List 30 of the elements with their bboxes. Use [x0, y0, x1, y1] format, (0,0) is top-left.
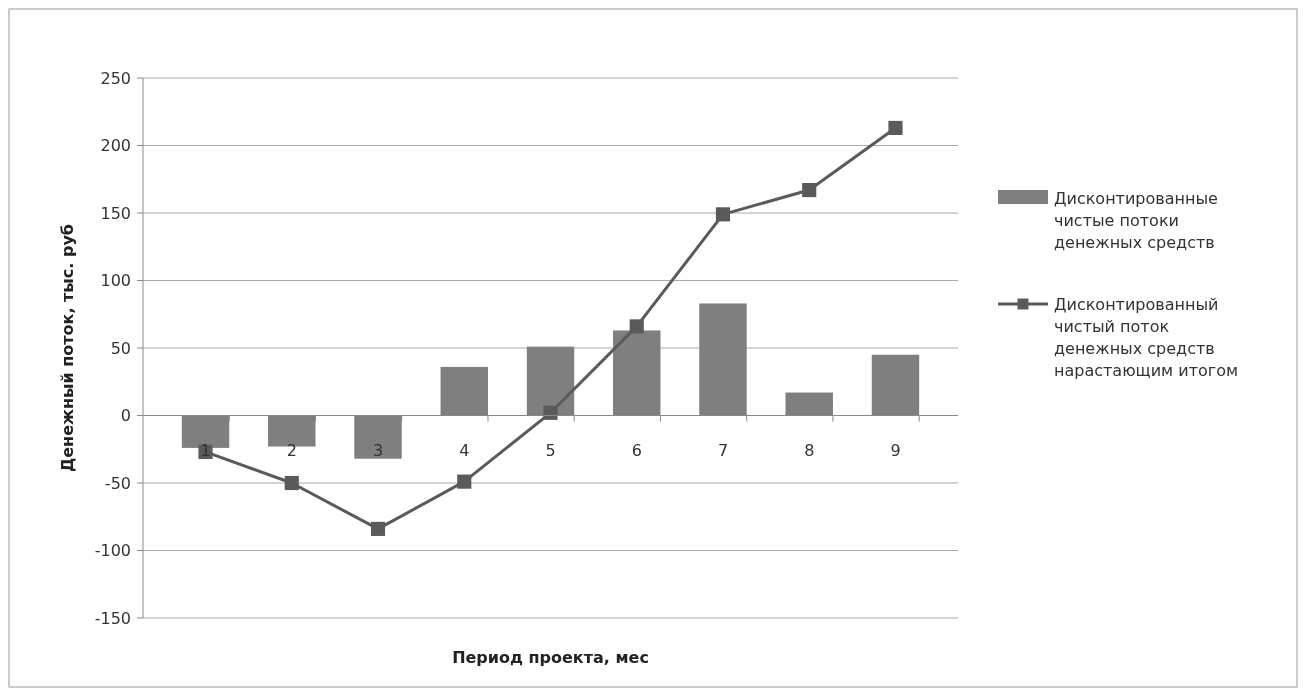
y-tick-label: -100: [94, 541, 131, 561]
y-tick-label: 250: [100, 68, 131, 88]
y-tick-label: -150: [94, 608, 131, 628]
legend-label: Дисконтированные чистые потоки денежных средств: [1054, 189, 1218, 252]
y-tick-label: 150: [100, 203, 131, 223]
y-tick-label: 100: [100, 271, 131, 291]
x-tick-label: 1: [200, 440, 211, 460]
x-tick-label: 9: [890, 440, 901, 460]
point: [457, 474, 472, 489]
x-tick-label: 7: [717, 440, 729, 460]
point: [284, 475, 299, 491]
point: [370, 521, 386, 536]
point: [715, 207, 731, 222]
legend-label: Дисконтированный чистый поток денежных средств нарастающим итогом: [1054, 295, 1239, 380]
point: [629, 319, 644, 334]
x-tick-label: 2: [286, 440, 297, 460]
x-tick-label: 5: [545, 440, 556, 460]
x-tick-label: 6: [631, 440, 642, 460]
point: [802, 182, 817, 198]
x-tick-label: 4: [459, 440, 470, 460]
y-tick-label: 0: [120, 406, 131, 426]
x-tick-label: 8: [804, 440, 815, 460]
x-tick-label: 3: [372, 440, 384, 460]
point: [543, 405, 558, 420]
y-tick-label: -50: [104, 473, 131, 493]
y-tick-label: 200: [100, 136, 131, 156]
point: [888, 120, 903, 136]
y-axis-title: Денежный поток, тыс. руб: [58, 224, 77, 472]
x-axis-title: Период проекта, мес: [452, 648, 649, 667]
y-tick-label: 50: [110, 338, 131, 358]
